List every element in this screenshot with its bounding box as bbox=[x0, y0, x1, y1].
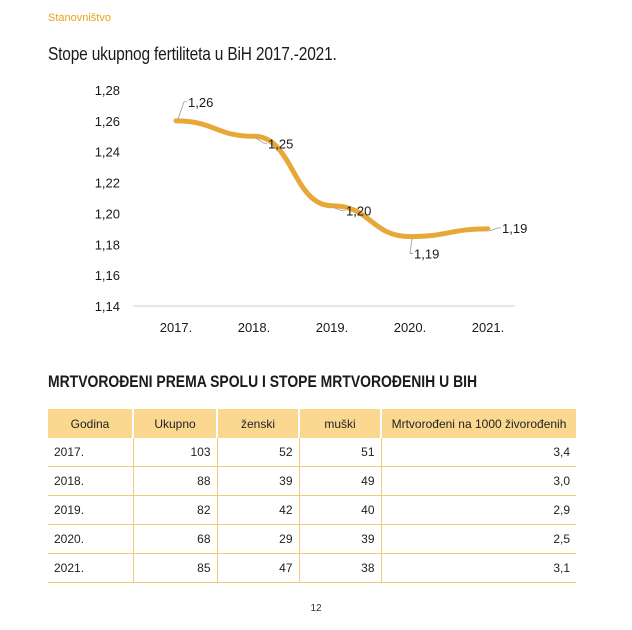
y-tick-label: 1,22 bbox=[95, 176, 120, 191]
cell-total: 85 bbox=[133, 553, 218, 583]
data-label-leader bbox=[409, 238, 413, 254]
table-row: 2019. 82 42 40 2,9 bbox=[48, 495, 576, 525]
cell-male: 39 bbox=[299, 524, 382, 554]
y-tick-label: 1,24 bbox=[95, 145, 120, 160]
data-label-leader bbox=[489, 227, 501, 232]
col-header-rate: Mrtvorođeni na 1000 živorođenih bbox=[381, 409, 576, 438]
col-header-total: Ukupno bbox=[133, 409, 218, 438]
chart-title: Stope ukupnog fertiliteta u BiH 2017.-20… bbox=[48, 44, 337, 64]
data-label: 1,19 bbox=[502, 221, 527, 236]
cell-female: 47 bbox=[217, 553, 300, 583]
x-tick-label: 2018. bbox=[238, 320, 271, 335]
table-row: 2020. 68 29 39 2,5 bbox=[48, 524, 576, 554]
table-title: MRTVOROĐENI PREMA SPOLU I STOPE MRTVOROĐ… bbox=[48, 372, 478, 391]
cell-year: 2020. bbox=[48, 524, 134, 554]
page-number: 12 bbox=[310, 603, 322, 614]
cell-female: 52 bbox=[217, 438, 300, 467]
table-header-row: Godina Ukupno ženski muški Mrtvorođeni n… bbox=[48, 409, 576, 438]
table-row: 2017. 103 52 51 3,4 bbox=[48, 438, 576, 467]
cell-year: 2021. bbox=[48, 553, 134, 583]
x-tick-label: 2020. bbox=[394, 320, 427, 335]
fertility-line-chart: 1,141,161,181,201,221,241,261,28 2017. 20… bbox=[95, 83, 528, 335]
table-row: 2018. 88 39 49 3,0 bbox=[48, 466, 576, 496]
cell-female: 29 bbox=[217, 524, 300, 554]
cell-year: 2019. bbox=[48, 495, 134, 525]
cell-rate: 2,5 bbox=[381, 524, 576, 554]
data-label: 1,26 bbox=[188, 95, 213, 110]
col-header-year: Godina bbox=[48, 409, 134, 438]
col-header-male: muški bbox=[299, 409, 382, 438]
cell-male: 40 bbox=[299, 495, 382, 525]
y-tick-label: 1,20 bbox=[95, 206, 120, 221]
y-tick-label: 1,28 bbox=[95, 83, 120, 98]
cell-rate: 3,4 bbox=[381, 438, 576, 467]
cell-total: 88 bbox=[133, 466, 218, 496]
cell-total: 103 bbox=[133, 438, 218, 467]
col-header-female: ženski bbox=[217, 409, 300, 438]
data-label: 1,25 bbox=[268, 136, 293, 151]
data-label-leader bbox=[177, 101, 187, 119]
table-row: 2021. 85 47 38 3,1 bbox=[48, 553, 576, 583]
cell-year: 2018. bbox=[48, 466, 134, 496]
x-axis-ticks: 2017. 2018. 2019. 2020. 2021. bbox=[160, 320, 505, 335]
x-tick-label: 2017. bbox=[160, 320, 193, 335]
y-tick-label: 1,26 bbox=[95, 114, 120, 129]
cell-year: 2017. bbox=[48, 438, 134, 467]
y-tick-label: 1,18 bbox=[95, 237, 120, 252]
data-label: 1,19 bbox=[414, 247, 439, 262]
cell-male: 49 bbox=[299, 466, 382, 496]
x-tick-label: 2019. bbox=[316, 320, 349, 335]
cell-total: 82 bbox=[133, 495, 218, 525]
cell-rate: 2,9 bbox=[381, 495, 576, 525]
data-label: 1,20 bbox=[346, 204, 371, 219]
x-tick-label: 2021. bbox=[472, 320, 505, 335]
section-label: Stanovništvo bbox=[48, 12, 111, 24]
y-axis-ticks: 1,14 1,16 1,18 1,20 1,22 1,24 1,26 1,28 bbox=[95, 83, 120, 314]
cell-male: 38 bbox=[299, 553, 382, 583]
cell-male: 51 bbox=[299, 438, 382, 467]
series-line bbox=[173, 118, 491, 240]
y-tick-label: 1,14 bbox=[95, 299, 120, 314]
cell-female: 39 bbox=[217, 466, 300, 496]
data-labels: 1,26 1,25 1,20 1,19 1,19 bbox=[177, 95, 527, 262]
cell-female: 42 bbox=[217, 495, 300, 525]
data-label-leader bbox=[333, 207, 345, 212]
cell-total: 68 bbox=[133, 524, 218, 554]
data-label-leader bbox=[255, 137, 267, 144]
cell-rate: 3,1 bbox=[381, 553, 576, 583]
stillbirths-table: Godina Ukupno ženski muški Mrtvorođeni n… bbox=[48, 409, 576, 583]
y-tick-label: 1,16 bbox=[95, 268, 120, 283]
cell-rate: 3,0 bbox=[381, 466, 576, 496]
